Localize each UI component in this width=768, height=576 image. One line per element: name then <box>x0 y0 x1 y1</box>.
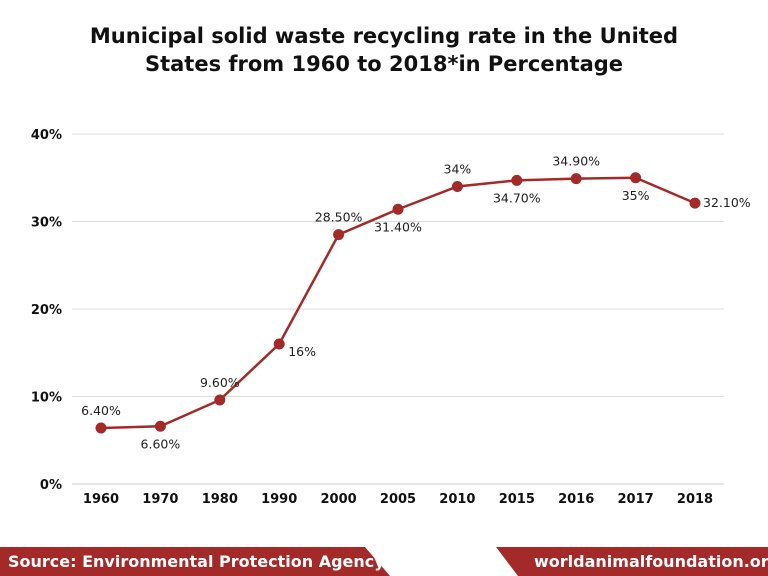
data-point <box>570 173 582 185</box>
data-label: 9.60% <box>200 375 240 390</box>
chart-title: Municipal solid waste recycling rate in … <box>0 22 768 78</box>
data-label: 6.60% <box>141 436 181 451</box>
y-tick-label: 40% <box>31 128 62 143</box>
data-point <box>273 338 285 350</box>
x-tick-label: 1990 <box>261 492 297 507</box>
x-tick-label: 2016 <box>558 492 594 507</box>
data-point <box>333 229 345 241</box>
data-label: 35% <box>622 188 650 203</box>
chart-title-line-2: States from 1960 to 2018*in Percentage <box>144 52 624 76</box>
data-label: 28.50% <box>315 210 363 225</box>
data-point <box>95 422 107 434</box>
data-points <box>95 172 701 434</box>
x-tick-label: 1960 <box>83 492 119 507</box>
data-label: 16% <box>288 344 316 359</box>
data-label: 32.10% <box>703 195 751 210</box>
y-axis-ticks: 0% 10% 20% 30% 40% <box>31 128 62 493</box>
x-tick-label: 2015 <box>499 492 535 507</box>
y-tick-label: 10% <box>31 391 62 406</box>
source-banner: Source: Environmental Protection Agency <box>0 547 390 576</box>
series-line <box>100 176 696 430</box>
data-labels: 6.40% 6.60% 9.60% 16% 28.50% 31.40% 34% 34.70% 3… <box>81 154 751 452</box>
x-tick-label: 1970 <box>142 492 178 507</box>
x-tick-label: 2018 <box>677 492 713 507</box>
site-banner: worldanimalfoundation.org <box>496 547 768 576</box>
chart-title-line-1: Municipal solid waste recycling rate in … <box>89 24 679 48</box>
y-tick-label: 20% <box>31 303 62 318</box>
data-point <box>689 197 701 209</box>
data-point <box>451 181 463 192</box>
data-point <box>154 420 166 432</box>
data-point <box>511 174 523 186</box>
y-tick-label: 0% <box>40 478 62 493</box>
x-tick-label: 2000 <box>321 492 357 507</box>
data-label: 34% <box>444 162 472 177</box>
data-point <box>630 172 642 184</box>
y-tick-label: 30% <box>31 216 62 231</box>
x-tick-label: 2010 <box>439 492 475 507</box>
data-point <box>214 394 226 406</box>
data-label: 31.40% <box>374 219 422 234</box>
x-tick-label: 1980 <box>202 492 238 507</box>
x-tick-label: 2005 <box>380 492 416 507</box>
gridlines <box>72 133 724 397</box>
x-axis-ticks: 1960 1970 1980 1990 2000 2005 2010 2015 2016 2017… <box>83 492 713 507</box>
data-label: 34.70% <box>493 190 541 205</box>
data-point <box>392 203 404 215</box>
x-tick-label: 2017 <box>618 492 654 507</box>
data-label: 6.40% <box>81 403 121 418</box>
data-label: 34.90% <box>552 154 600 169</box>
